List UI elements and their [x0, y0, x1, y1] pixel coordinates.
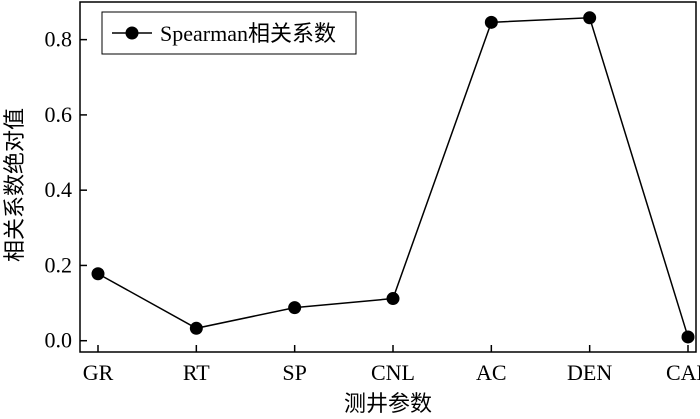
y-tick-label: 0.4	[45, 177, 73, 202]
series-group	[91, 11, 695, 344]
y-tick-label: 0.6	[45, 102, 73, 127]
data-point	[583, 11, 597, 25]
x-tick-label: CAL	[666, 360, 700, 385]
data-point	[189, 321, 203, 335]
x-axis-title: 测井参数	[344, 391, 432, 416]
legend-label: Spearman相关系数	[160, 21, 336, 46]
data-point	[91, 267, 105, 281]
data-point	[288, 301, 302, 315]
legend: Spearman相关系数	[101, 11, 357, 55]
legend-marker	[125, 26, 139, 40]
data-point	[386, 292, 400, 306]
x-axis: GR RT SP CNL AC DEN CAL	[83, 345, 700, 385]
y-tick-label: 0.0	[45, 328, 73, 353]
y-axis-title: 相关系数绝对值	[2, 108, 27, 262]
data-point	[681, 330, 695, 344]
x-tick-label: GR	[83, 360, 114, 385]
y-tick-label: 0.8	[45, 27, 73, 52]
x-tick-label: SP	[282, 360, 306, 385]
data-point	[484, 15, 498, 29]
plot-frame	[79, 1, 697, 353]
x-tick-label: AC	[476, 360, 507, 385]
y-axis: 0.0 0.2 0.4 0.6 0.8	[45, 27, 87, 353]
series-line	[97, 17, 689, 338]
y-tick-label: 0.2	[45, 252, 73, 277]
x-tick-label: CNL	[371, 360, 415, 385]
x-tick-label: DEN	[567, 360, 612, 385]
x-tick-label: RT	[183, 360, 210, 385]
